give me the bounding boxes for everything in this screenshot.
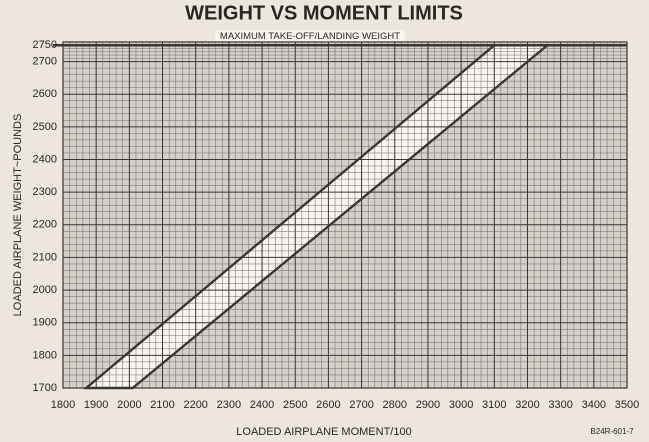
x-tick-label: 3100	[482, 399, 506, 411]
x-tick-label: 2800	[383, 399, 407, 411]
y-tick-label: 2600	[33, 88, 57, 100]
x-tick-label: 3000	[449, 399, 473, 411]
y-tick-label: 2200	[33, 219, 57, 231]
y-tick-label: 2100	[33, 251, 57, 263]
x-tick-label: 2200	[183, 399, 207, 411]
figure-code: B24R-601-7	[590, 427, 634, 436]
x-tick-label: 3200	[515, 399, 539, 411]
grid	[63, 42, 627, 388]
x-tick-label: 3300	[548, 399, 572, 411]
annotation-background	[215, 30, 405, 42]
x-tick-label: 2700	[349, 399, 373, 411]
x-tick-label: 1800	[51, 399, 75, 411]
y-tick-label: 2000	[33, 284, 57, 296]
y-tick-label: 1900	[33, 317, 57, 329]
annotation: MAXIMUM TAKE-OFF/LANDING WEIGHT	[220, 31, 400, 42]
x-tick-label: 2000	[117, 399, 141, 411]
x-tick-label: 2300	[217, 399, 241, 411]
x-tick-label: 1900	[84, 399, 108, 411]
x-tick-label: 2600	[316, 399, 340, 411]
y-tick-label: 2750	[33, 39, 57, 51]
plot-frame	[62, 41, 628, 389]
y-axis-label: LOADED AIRPLANE WEIGHT~POUNDS	[12, 114, 24, 317]
y-tick-label: 1700	[33, 382, 57, 394]
x-tick-label: 3500	[615, 399, 639, 411]
x-tick-label: 2100	[150, 399, 174, 411]
x-tick-label: 2500	[283, 399, 307, 411]
y-tick-label: 2400	[33, 153, 57, 165]
x-tick-label: 2400	[250, 399, 274, 411]
x-tick-label: 3400	[582, 399, 606, 411]
y-tick-label: 2300	[33, 186, 57, 198]
chart-title: WEIGHT VS MOMENT LIMITS	[185, 2, 463, 24]
y-tick-label: 2500	[33, 121, 57, 133]
x-tick-label: 2900	[416, 399, 440, 411]
y-tick-label: 1800	[33, 349, 57, 361]
x-axis-label: LOADED AIRPLANE MOMENT/100	[236, 426, 411, 438]
y-tick-label: 2700	[33, 55, 57, 67]
